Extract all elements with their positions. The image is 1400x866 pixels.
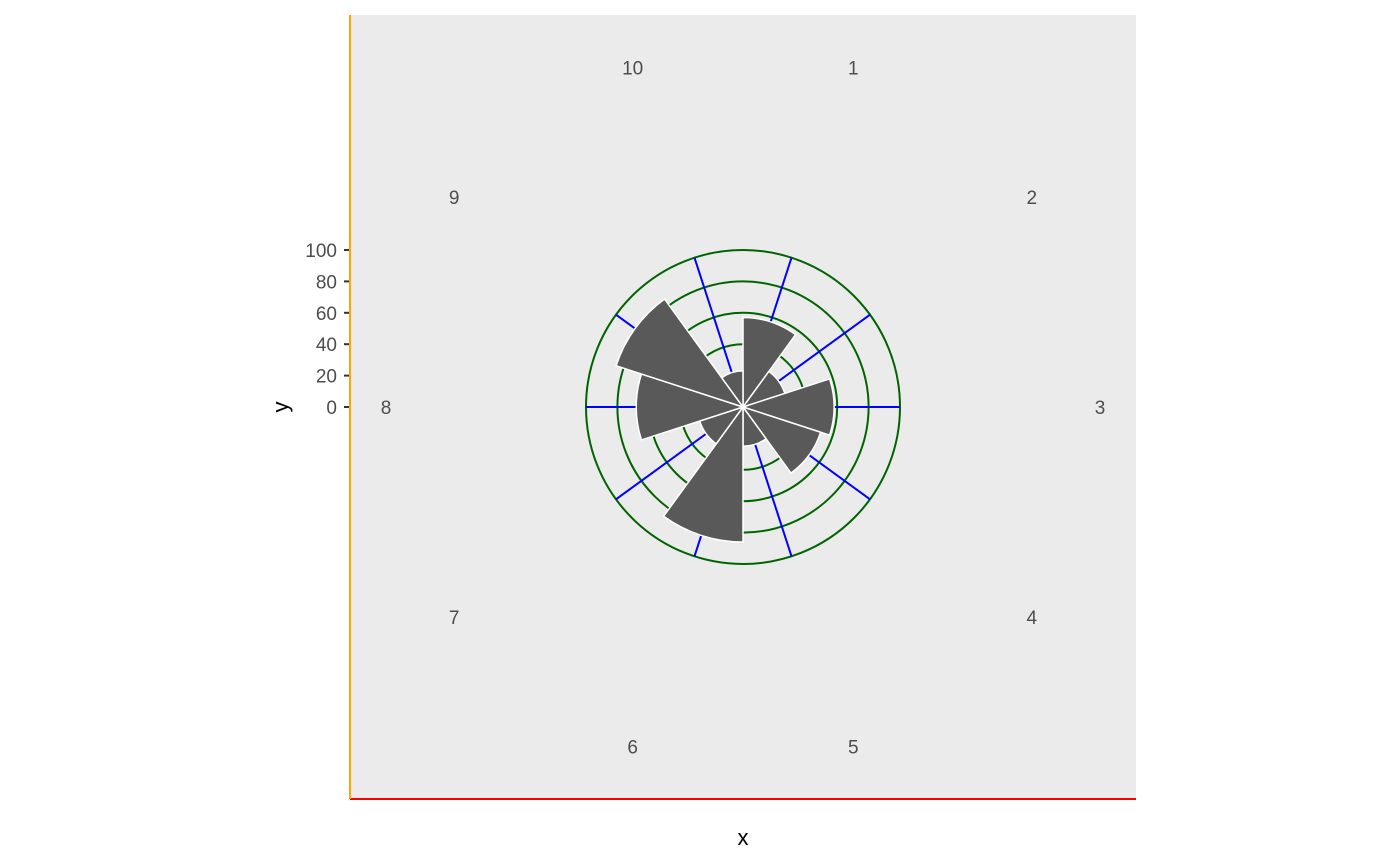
bar-wedge-1 (742, 316, 797, 410)
bar-wedge-4 (741, 405, 822, 475)
category-label-8: 8 (381, 398, 392, 419)
y-axis-title: y (268, 402, 293, 413)
category-label-9: 9 (449, 188, 460, 209)
bar-wedge-6 (662, 404, 744, 543)
category-label-2: 2 (1027, 188, 1038, 209)
category-label-1: 1 (848, 58, 859, 79)
bars (615, 297, 835, 543)
y-tick-label: 20 (316, 367, 337, 388)
y-tick-label: 60 (316, 304, 337, 325)
y-tick-label: 0 (326, 398, 337, 419)
y-tick-label: 80 (316, 272, 337, 293)
y-tick-label: 40 (316, 335, 337, 356)
y-axis: 0 20 40 60 80 100 (305, 241, 350, 419)
category-label-10: 10 (622, 58, 643, 79)
y-tick-label: 100 (305, 241, 337, 262)
category-label-3: 3 (1095, 398, 1106, 419)
x-axis-title: x (738, 825, 749, 850)
category-label-4: 4 (1027, 608, 1038, 629)
category-label-5: 5 (848, 738, 859, 759)
bar-wedge-3 (740, 377, 835, 437)
bar-wedge-10 (720, 370, 744, 410)
category-label-7: 7 (449, 608, 460, 629)
bar-wedge-9 (615, 297, 745, 409)
category-label-6: 6 (627, 738, 638, 759)
category-labels: 1 2 3 4 5 6 7 8 9 10 (381, 58, 1106, 758)
